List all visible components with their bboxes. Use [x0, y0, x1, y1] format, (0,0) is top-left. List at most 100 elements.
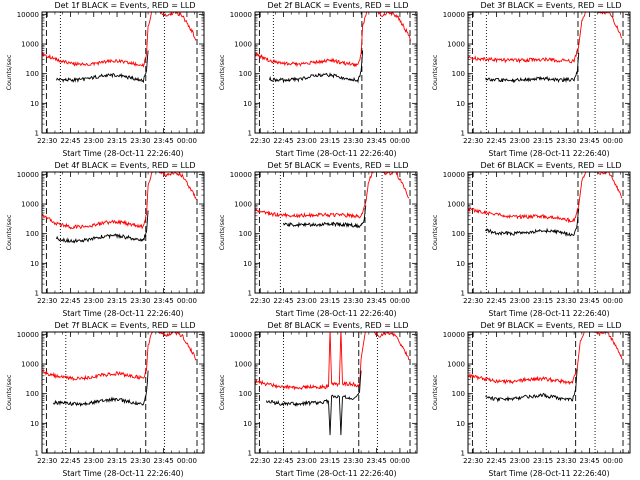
x-tick-label: 23:15	[107, 297, 127, 305]
chart-title: Det 5f BLACK = Events, RED = LLD	[267, 161, 408, 170]
event-rate-line	[485, 52, 580, 84]
y-tick-label: 10000	[230, 171, 252, 179]
y-tick-label: 1000	[447, 201, 465, 209]
x-tick-label: 23:30	[343, 137, 363, 145]
y-tick-label: 100	[239, 390, 252, 398]
detector-panel-3: Det 3f BLACK = Events, RED = LLD Counts/s…	[426, 0, 639, 160]
y-axis-label: Counts/sec	[431, 374, 439, 410]
y-axis-label: Counts/sec	[431, 54, 439, 90]
x-tick-label: 23:30	[343, 457, 363, 465]
y-tick-label: 10	[30, 260, 39, 268]
x-tick-label: 00:00	[390, 297, 410, 305]
x-tick-label: 23:00	[297, 457, 317, 465]
event-rate-line	[56, 210, 149, 244]
y-tick-label: 10	[30, 100, 39, 108]
x-tick-label: 22:45	[486, 137, 506, 145]
y-tick-label: 10000	[230, 331, 252, 339]
x-tick-label: 22:30	[463, 457, 483, 465]
y-axis-label: Counts/sec	[5, 54, 13, 90]
rate-chart: Det 9f BLACK = Events, RED = LLD Counts/s…	[431, 321, 631, 478]
x-tick-label: 00:00	[390, 457, 410, 465]
event-rate-line	[52, 370, 149, 407]
x-tick-label: 00:00	[177, 457, 197, 465]
x-tick-label: 00:00	[177, 137, 197, 145]
x-tick-label: 22:30	[37, 297, 57, 305]
chart-title: Det 4f BLACK = Events, RED = LLD	[54, 161, 195, 170]
x-tick-label: 22:30	[250, 137, 270, 145]
y-tick-label: 10	[243, 260, 252, 268]
rate-chart: Det 1f BLACK = Events, RED = LLD Counts/s…	[5, 1, 205, 158]
y-axis-label: Counts/sec	[431, 214, 439, 250]
x-tick-label: 23:15	[533, 297, 553, 305]
y-tick-label: 1	[461, 130, 465, 138]
x-tick-label: 22:45	[273, 137, 293, 145]
x-tick-label: 23:30	[130, 457, 150, 465]
y-axis-label: Counts/sec	[218, 374, 226, 410]
x-axis-label: Start Time (28-Oct-11 22:26:40)	[275, 469, 396, 478]
x-tick-label: 22:30	[463, 297, 483, 305]
rate-chart: Det 6f BLACK = Events, RED = LLD Counts/s…	[431, 161, 631, 318]
x-tick-label: 23:45	[580, 297, 600, 305]
x-axis-label: Start Time (28-Oct-11 22:26:40)	[488, 469, 609, 478]
x-axis-label: Start Time (28-Oct-11 22:26:40)	[488, 149, 609, 158]
y-tick-label: 1	[35, 130, 39, 138]
y-tick-label: 10	[456, 100, 465, 108]
x-tick-label: 22:30	[37, 457, 57, 465]
lld-rate-line	[42, 172, 197, 230]
chart-title: Det 6f BLACK = Events, RED = LLD	[480, 161, 621, 170]
x-tick-label: 23:15	[320, 457, 340, 465]
x-tick-label: 00:00	[177, 297, 197, 305]
y-tick-label: 1000	[234, 361, 252, 369]
y-axis-label: Counts/sec	[218, 54, 226, 90]
x-tick-label: 00:00	[390, 137, 410, 145]
event-rate-line	[269, 50, 364, 84]
plot-frame	[467, 171, 631, 294]
y-tick-label: 10	[456, 260, 465, 268]
y-tick-label: 100	[26, 230, 39, 238]
lld-rate-line	[468, 12, 623, 64]
y-tick-label: 10000	[230, 11, 252, 19]
rate-chart: Det 8f BLACK = Events, RED = LLD Counts/s…	[218, 321, 418, 478]
event-rate-line	[265, 370, 362, 436]
y-tick-label: 10	[30, 420, 39, 428]
y-tick-label: 10000	[443, 331, 465, 339]
x-tick-label: 23:15	[107, 137, 127, 145]
lld-rate-line	[255, 12, 412, 68]
y-tick-label: 1	[248, 130, 252, 138]
x-axis-label: Start Time (28-Oct-11 22:26:40)	[488, 309, 609, 318]
x-tick-label: 23:00	[84, 297, 104, 305]
event-rate-line	[283, 205, 367, 229]
y-tick-label: 1	[35, 450, 39, 458]
rate-chart: Det 4f BLACK = Events, RED = LLD Counts/s…	[5, 161, 205, 318]
x-tick-label: 23:30	[130, 297, 150, 305]
y-tick-label: 1	[461, 290, 465, 298]
x-tick-label: 23:45	[580, 137, 600, 145]
y-tick-label: 100	[452, 70, 465, 78]
x-tick-label: 22:30	[463, 137, 483, 145]
x-tick-label: 23:00	[510, 297, 530, 305]
y-tick-label: 10	[243, 420, 252, 428]
x-tick-label: 00:00	[603, 297, 623, 305]
detector-panel-7: Det 7f BLACK = Events, RED = LLD Counts/s…	[0, 320, 213, 480]
rate-chart: Det 2f BLACK = Events, RED = LLD Counts/s…	[218, 1, 418, 158]
x-axis-label: Start Time (28-Oct-11 22:26:40)	[62, 149, 183, 158]
x-tick-label: 23:30	[343, 297, 363, 305]
x-tick-label: 23:30	[556, 297, 576, 305]
x-tick-label: 23:15	[107, 457, 127, 465]
chart-title: Det 1f BLACK = Events, RED = LLD	[54, 1, 195, 10]
y-tick-label: 1	[248, 290, 252, 298]
rate-chart: Det 5f BLACK = Events, RED = LLD Counts/s…	[218, 161, 418, 318]
y-tick-label: 1000	[21, 361, 39, 369]
detector-panel-9: Det 9f BLACK = Events, RED = LLD Counts/s…	[426, 320, 639, 480]
rate-chart: Det 3f BLACK = Events, RED = LLD Counts/s…	[431, 1, 631, 158]
chart-title: Det 2f BLACK = Events, RED = LLD	[267, 1, 408, 10]
x-tick-label: 23:00	[84, 137, 104, 145]
lld-rate-line	[255, 172, 410, 219]
x-tick-label: 22:45	[273, 297, 293, 305]
plot-frame	[467, 331, 631, 454]
x-tick-label: 23:15	[533, 457, 553, 465]
y-axis-label: Counts/sec	[218, 214, 226, 250]
rate-chart: Det 7f BLACK = Events, RED = LLD Counts/s…	[5, 321, 205, 478]
detector-panel-6: Det 6f BLACK = Events, RED = LLD Counts/s…	[426, 160, 639, 320]
